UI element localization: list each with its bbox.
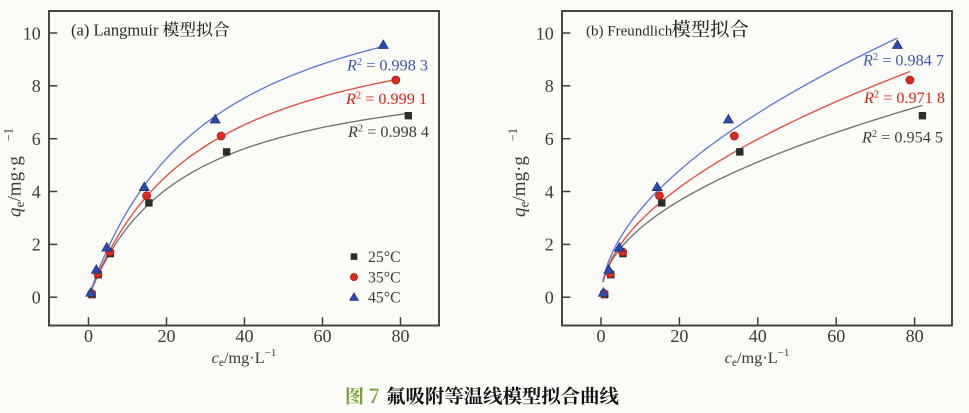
- svg-text:40: 40: [749, 326, 767, 346]
- svg-text:80: 80: [392, 326, 410, 346]
- svg-text:20: 20: [670, 326, 688, 346]
- svg-text:10: 10: [536, 23, 554, 43]
- svg-text:2: 2: [32, 235, 41, 255]
- svg-text:4: 4: [32, 182, 41, 202]
- svg-text:6: 6: [32, 129, 41, 149]
- svg-text:R2 = 0.984 7: R2 = 0.984 7: [862, 52, 944, 70]
- svg-text:R2 = 0.971 8: R2 = 0.971 8: [863, 89, 945, 107]
- svg-text:R2 = 0.998 3: R2 = 0.998 3: [346, 57, 428, 75]
- svg-text:0: 0: [32, 288, 41, 308]
- svg-text:0: 0: [545, 288, 554, 308]
- svg-text:2: 2: [545, 235, 554, 255]
- svg-text:R2 = 0.954 5: R2 = 0.954 5: [861, 129, 943, 147]
- svg-text:8: 8: [545, 76, 554, 96]
- svg-text:45°C: 45°C: [368, 290, 401, 307]
- svg-text:R2 = 0.999 1: R2 = 0.999 1: [345, 90, 427, 108]
- svg-text:6: 6: [545, 129, 554, 149]
- svg-text:(b) Freundlich: (b) Freundlich: [586, 24, 673, 40]
- svg-text:qe/mg·g −1: qe/mg·g −1: [506, 128, 532, 217]
- svg-text:20: 20: [158, 326, 176, 346]
- svg-text:40: 40: [236, 326, 254, 346]
- svg-text:4: 4: [545, 182, 554, 202]
- svg-text:60: 60: [827, 326, 845, 346]
- svg-text:35°C: 35°C: [368, 270, 401, 287]
- svg-text:ce/mg·L−1: ce/mg·L−1: [725, 347, 790, 369]
- svg-text:0: 0: [84, 326, 93, 346]
- svg-text:80: 80: [906, 326, 924, 346]
- svg-text:0: 0: [597, 326, 606, 346]
- svg-text:10: 10: [23, 23, 41, 43]
- svg-text:8: 8: [32, 76, 41, 96]
- svg-text:R2 = 0.998 4: R2 = 0.998 4: [347, 123, 429, 141]
- svg-text:25°C: 25°C: [368, 249, 401, 266]
- svg-text:ce/mg·L−1: ce/mg·L−1: [212, 347, 277, 369]
- svg-text:(a) Langmuir: (a) Langmuir: [71, 21, 159, 40]
- svg-text:60: 60: [314, 326, 332, 346]
- svg-text:qe/mg·g −1: qe/mg·g −1: [2, 128, 28, 217]
